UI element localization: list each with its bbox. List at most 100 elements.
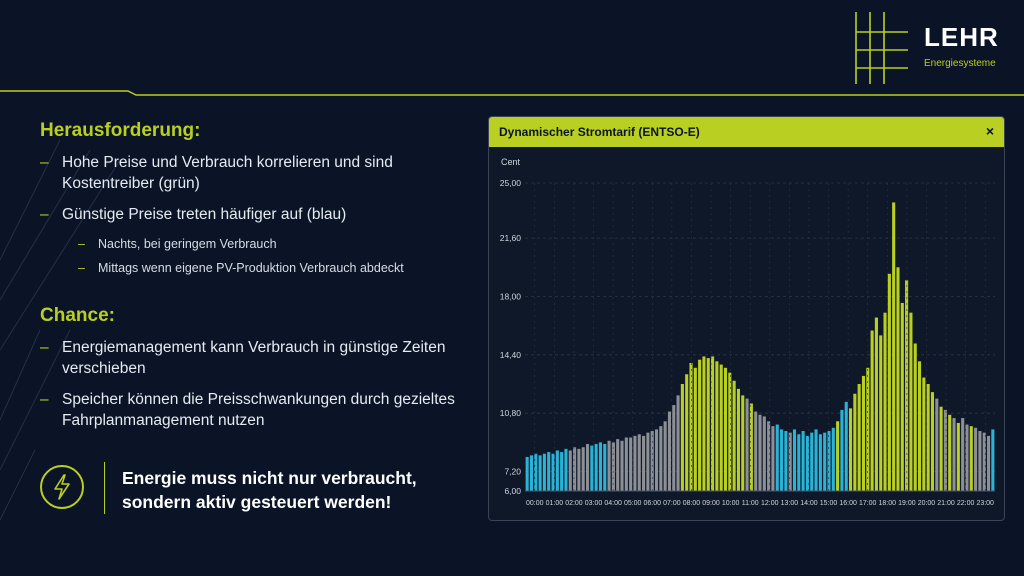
chart-bar	[538, 455, 542, 491]
chart-bar	[741, 395, 745, 491]
chart-bar	[590, 445, 594, 491]
chart-bar	[654, 429, 659, 491]
challenge-title: Herausforderung:	[40, 120, 201, 141]
chart-bar	[637, 434, 641, 491]
chart-bar	[616, 439, 620, 491]
price-bar-chart: Cent 25,00 21,60 18,00 14,40 10,80 7,20 6,00 00:…	[500, 157, 995, 507]
chart-bar	[542, 453, 546, 491]
x-tick-label: 23:00	[976, 500, 994, 507]
bullet-dash: –	[78, 237, 85, 251]
x-tick-label: 07:00	[663, 500, 681, 507]
chart-bar	[529, 455, 534, 491]
chart-bar	[814, 429, 818, 491]
chart-bar	[732, 380, 736, 491]
x-tick-label: 00:00	[526, 500, 544, 507]
chart-bar	[840, 409, 844, 491]
chart-bar	[706, 358, 710, 491]
chart-bar	[689, 362, 693, 491]
chance-bullet: – Speicher können die Preisschwankungen …	[40, 389, 480, 431]
chance-bullet: – Energiemanagement kann Verbrauch in gü…	[40, 337, 480, 379]
chart-bar	[792, 429, 797, 491]
chart-bar	[823, 432, 827, 491]
chart-bar	[831, 427, 835, 491]
chart-bar	[659, 426, 663, 491]
chart-bar	[568, 450, 572, 491]
brand-tagline: Energiesysteme	[924, 58, 996, 69]
x-tick-label: 16:00	[839, 500, 857, 507]
callout-divider	[104, 462, 105, 514]
x-tick-label: 17:00	[859, 500, 877, 507]
chart-bar	[754, 411, 758, 491]
x-tick-label: 04:00	[604, 500, 622, 507]
x-tick-label: 06:00	[644, 500, 662, 507]
y-tick-label: 25,00	[500, 178, 522, 188]
chart-bar	[922, 377, 926, 491]
y-tick-label: 14,40	[500, 350, 522, 360]
chart-bar	[702, 356, 706, 491]
y-axis-label: Cent	[501, 157, 521, 167]
x-tick-label: 12:00	[761, 500, 779, 507]
challenge-bullet-text: Hohe Preise und Verbrauch korrelieren un…	[62, 154, 393, 192]
chart-bar	[905, 280, 909, 491]
chart-bar	[555, 450, 559, 491]
chart-bar	[810, 432, 814, 491]
chart-bar	[525, 456, 529, 491]
chart-bar	[715, 361, 719, 491]
chart-bar	[745, 398, 749, 491]
chart-bar	[749, 403, 753, 491]
chart-bar	[801, 431, 805, 491]
logo-grid-icon	[855, 12, 908, 84]
challenge-sub-bullet-text: Nachts, bei geringem Verbrauch	[98, 237, 277, 251]
chart-bar	[892, 202, 896, 491]
x-tick-label: 19:00	[898, 500, 916, 507]
chart-bar	[926, 384, 930, 491]
x-tick-label: 05:00	[624, 500, 642, 507]
x-tick-label: 11:00	[742, 500, 759, 507]
lightning-icon	[40, 465, 84, 509]
chart-bar	[974, 427, 978, 491]
chart-bar	[629, 437, 633, 491]
chart-bar	[896, 267, 900, 491]
callout-line-1: Energie muss nicht nur verbraucht,	[122, 468, 417, 488]
chart-bar	[534, 453, 538, 491]
chart-bar	[762, 416, 766, 491]
x-tick-label: 18:00	[879, 500, 897, 507]
chart-bar	[956, 422, 960, 491]
panel-header: Dynamischer Stromtarif (ENTSO-E) ×	[489, 117, 1004, 147]
chart-bar	[952, 418, 956, 491]
callout-line-2: sondern aktiv gesteuert werden!	[122, 492, 392, 512]
chart-bar	[788, 432, 792, 491]
chance-bullet-text: Speicher können die Preisschwankungen du…	[62, 391, 455, 429]
chart-bar	[564, 448, 568, 491]
chart-bar	[943, 409, 947, 491]
callout: Energie muss nicht nur verbraucht, sonde…	[40, 462, 480, 518]
x-tick-label: 14:00	[800, 500, 818, 507]
chart-bar	[698, 359, 702, 491]
brand-logo: LEHR Energiesysteme	[852, 12, 1012, 84]
chart-bar	[723, 367, 728, 491]
chart-bar	[672, 405, 676, 491]
chart-bar	[676, 395, 680, 491]
chance-bullet-text: Energiemanagement kann Verbrauch in güns…	[62, 339, 446, 377]
chart-bar	[767, 421, 771, 491]
close-button[interactable]: ×	[985, 123, 994, 139]
chart-bar	[965, 424, 969, 491]
chart-bar	[728, 372, 732, 491]
y-tick-label: 18,00	[500, 291, 522, 301]
chart-bar	[961, 418, 965, 491]
x-tick-label: 08:00	[683, 500, 701, 507]
x-tick-label: 01:00	[546, 500, 564, 507]
chart-bar	[939, 406, 943, 491]
x-tick-label: 20:00	[918, 500, 936, 507]
x-tick-label: 15:00	[820, 500, 838, 507]
challenge-bullet: – Günstige Preise treten häufiger auf (b…	[40, 204, 480, 225]
chart-bar	[719, 364, 723, 491]
chart-bar	[693, 367, 697, 491]
chart-bar	[598, 442, 603, 491]
chart-bar	[667, 411, 671, 491]
chart-bar	[685, 374, 689, 491]
chart-bar	[827, 431, 831, 491]
chart-bar	[913, 343, 917, 491]
chart-bar	[861, 375, 866, 491]
chart-bar	[633, 435, 637, 491]
